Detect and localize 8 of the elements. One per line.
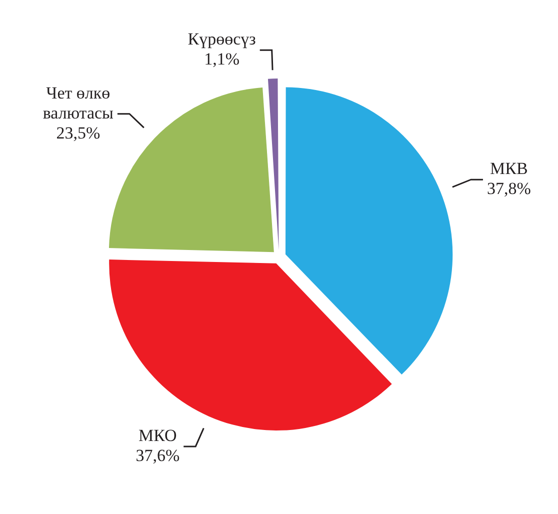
data-label: 23,5% [56, 123, 100, 142]
slice-label: Күрөөсүз [188, 30, 256, 49]
slice-label: МКО [138, 426, 177, 445]
slice-label: МКВ [490, 159, 528, 178]
data-label: 1,1% [204, 50, 240, 69]
slice-label: Чет өлкө валютасы [42, 83, 114, 122]
data-label: 37,6% [136, 446, 180, 465]
data-label: 37,8% [486, 179, 531, 198]
